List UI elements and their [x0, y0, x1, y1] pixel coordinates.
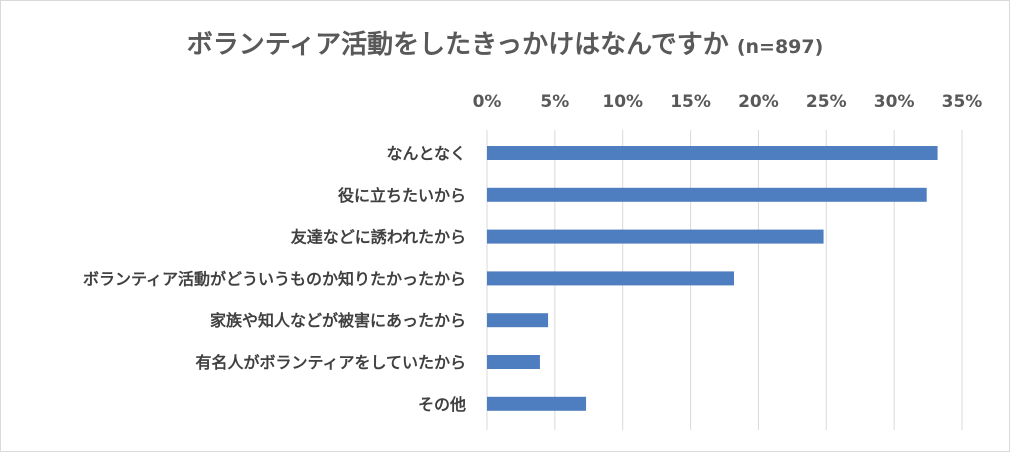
bar: [487, 229, 824, 244]
bar: [487, 313, 549, 328]
bar: [487, 187, 927, 202]
bar: [487, 146, 938, 160]
x-tick-label: 30%: [874, 92, 915, 112]
chart-title: ボランティア活動をしたきっかけはなんですか: [186, 30, 729, 60]
x-tick-label: 15%: [670, 92, 711, 112]
x-tick-labels: 0% 5% 10% 15% 20% 25% 30% 35%: [473, 92, 983, 112]
x-tick-label: 35%: [942, 92, 983, 112]
category-label: 有名人がボランティアをしていたから: [195, 353, 466, 372]
x-tick-label: 20%: [738, 92, 779, 112]
category-label: その他: [418, 395, 466, 414]
category-label: 役に立ちたいから: [338, 186, 466, 205]
category-label: ボランティア活動がどういうものか知りたかったから: [83, 269, 466, 288]
chart-title-container: ボランティア活動をしたきっかけはなんですか (n=897): [0, 24, 1010, 61]
chart-subtitle: (n=897): [736, 36, 824, 58]
x-tick-label: 5%: [540, 92, 569, 112]
bar: [487, 271, 734, 286]
x-tick-label: 10%: [602, 92, 643, 112]
bars: [487, 146, 938, 411]
category-label: 家族や知人などが被害にあったから: [210, 311, 466, 330]
x-tick-label: 0%: [473, 92, 502, 112]
category-label: なんとなく: [386, 144, 466, 163]
category-label: 友達などに誘われたから: [291, 228, 466, 247]
category-labels: なんとなく役に立ちたいから友達などに誘われたからボランティア活動がどういうものか…: [83, 144, 466, 414]
x-tick-label: 25%: [806, 92, 847, 112]
bar: [487, 355, 540, 369]
bar: [487, 396, 587, 411]
